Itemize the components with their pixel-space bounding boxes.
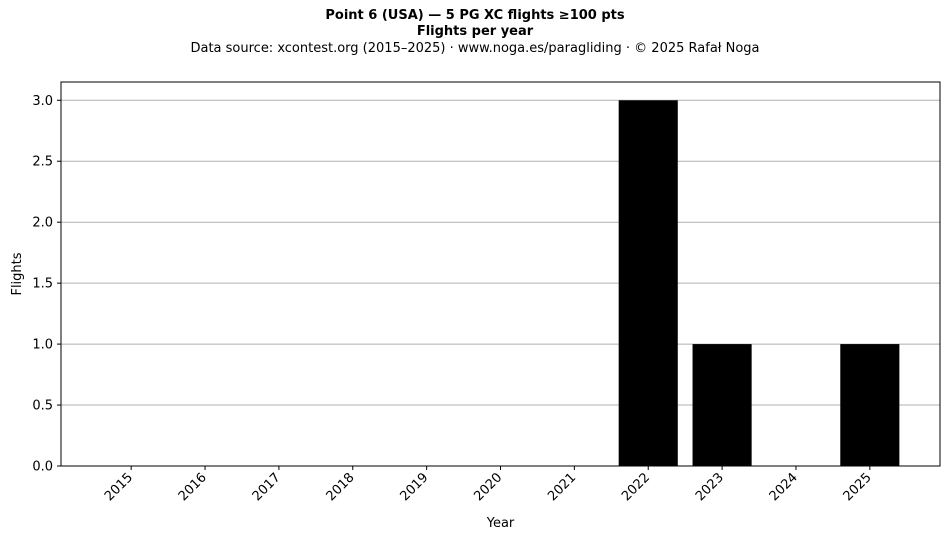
chart-source-note: Data source: xcontest.org (2015–2025) · …: [190, 41, 760, 56]
x-tick-label: 2015: [102, 470, 136, 504]
bar-2023: [692, 344, 752, 466]
y-tick-label: 0.5: [32, 399, 53, 414]
y-tick-label: 2.0: [32, 216, 53, 231]
y-tick-label: 1.0: [32, 338, 53, 353]
bars: [618, 100, 900, 467]
x-tick-label: 2017: [250, 470, 284, 504]
plot-frame: [60, 81, 941, 467]
x-tick-label: 2018: [324, 470, 358, 504]
x-tick-label: 2019: [397, 470, 431, 504]
grid-lines: [61, 99, 940, 406]
y-axis-ticks: 0.0 0.5 1.0 1.5 2.0 2.5 3.0: [32, 94, 61, 475]
x-axis-ticks: 2015 2016 2017 2018 2019 2020 2021 2022 2023 2024…: [102, 466, 875, 504]
x-tick-label: 2025: [841, 470, 875, 504]
x-tick-label: 2021: [545, 470, 579, 504]
bar-2025: [840, 344, 900, 466]
x-tick-label: 2016: [176, 470, 210, 504]
y-axis-title: Flights: [10, 252, 25, 295]
x-tick-label: 2022: [619, 470, 653, 504]
chart-title: Point 6 (USA) — 5 PG XC flights ≥100 pts: [325, 8, 625, 23]
chart-title-block: Point 6 (USA) — 5 PG XC flights ≥100 pts…: [0, 8, 950, 58]
x-axis-title: Year: [486, 516, 515, 531]
bar-2022: [618, 100, 678, 467]
x-tick-label: 2020: [471, 470, 505, 504]
y-tick-label: 0.0: [32, 460, 53, 475]
y-tick-label: 2.5: [32, 155, 53, 170]
y-tick-label: 3.0: [32, 94, 53, 109]
chart-subtitle: Flights per year: [416, 24, 534, 39]
x-tick-label: 2024: [767, 470, 801, 504]
x-tick-label: 2023: [693, 470, 727, 504]
y-tick-label: 1.5: [32, 277, 53, 292]
